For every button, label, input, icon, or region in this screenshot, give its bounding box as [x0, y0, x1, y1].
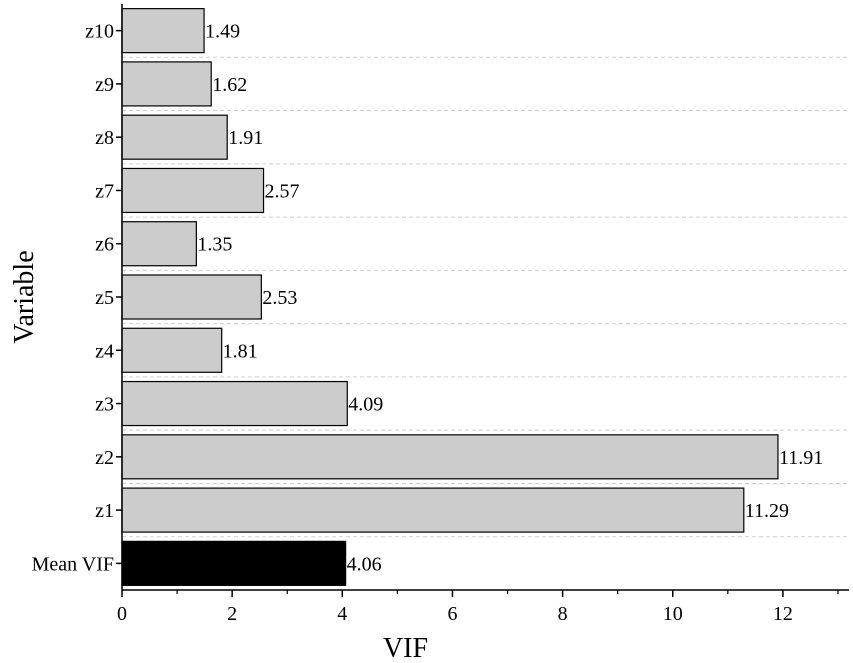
category-label: z7 — [95, 180, 114, 202]
grid-lines — [122, 56, 849, 538]
x-tick-label: 8 — [558, 603, 568, 625]
x-tick-label: 0 — [117, 603, 127, 625]
value-label: 2.57 — [265, 180, 300, 202]
value-label: 2.53 — [262, 287, 297, 309]
value-label: 11.29 — [745, 500, 789, 522]
category-label: z4 — [95, 340, 114, 362]
bar-z7 — [121, 167, 265, 214]
x-axis-title: VIF — [383, 633, 428, 663]
bar-z4 — [121, 327, 223, 373]
bar-z6 — [121, 221, 197, 267]
bar-z1 — [121, 487, 745, 533]
bar-z3 — [121, 380, 348, 427]
x-tick-label: 6 — [447, 603, 457, 625]
value-label: 1.49 — [205, 21, 240, 43]
category-label: z3 — [95, 394, 114, 416]
value-label: 11.91 — [779, 447, 823, 469]
labels: 4.06 Mean VIF 11.29 z1 11.91 z2 4.09 z3 1.81 z4 2.… — [32, 21, 824, 625]
category-label: z6 — [95, 234, 114, 256]
value-label: 1.35 — [197, 234, 232, 256]
bar-z10 — [121, 8, 205, 54]
category-label: z1 — [95, 500, 114, 522]
x-tick-label: 2 — [227, 603, 237, 625]
bar-z5 — [121, 274, 262, 320]
category-label: Mean VIF — [32, 553, 114, 575]
value-label: 4.06 — [347, 553, 382, 575]
bar-z2 — [121, 434, 779, 480]
value-label: 1.62 — [212, 74, 247, 96]
bar-z9 — [121, 61, 212, 107]
value-label: 1.81 — [223, 340, 258, 362]
y-axis-title: Variable — [9, 250, 40, 343]
axis-ticks — [116, 29, 839, 597]
category-label: z5 — [95, 287, 114, 309]
value-label: 4.09 — [348, 394, 383, 416]
bar-mean-vif — [121, 540, 347, 586]
category-label: z8 — [95, 127, 114, 149]
category-label: z2 — [95, 447, 114, 469]
x-tick-label: 4 — [337, 603, 347, 625]
x-tick-label: 12 — [773, 603, 793, 625]
x-tick-label: 10 — [663, 603, 683, 625]
category-label: z9 — [95, 74, 114, 96]
category-label: z10 — [85, 21, 114, 43]
value-label: 1.91 — [228, 127, 263, 149]
bar-z8 — [121, 114, 228, 160]
